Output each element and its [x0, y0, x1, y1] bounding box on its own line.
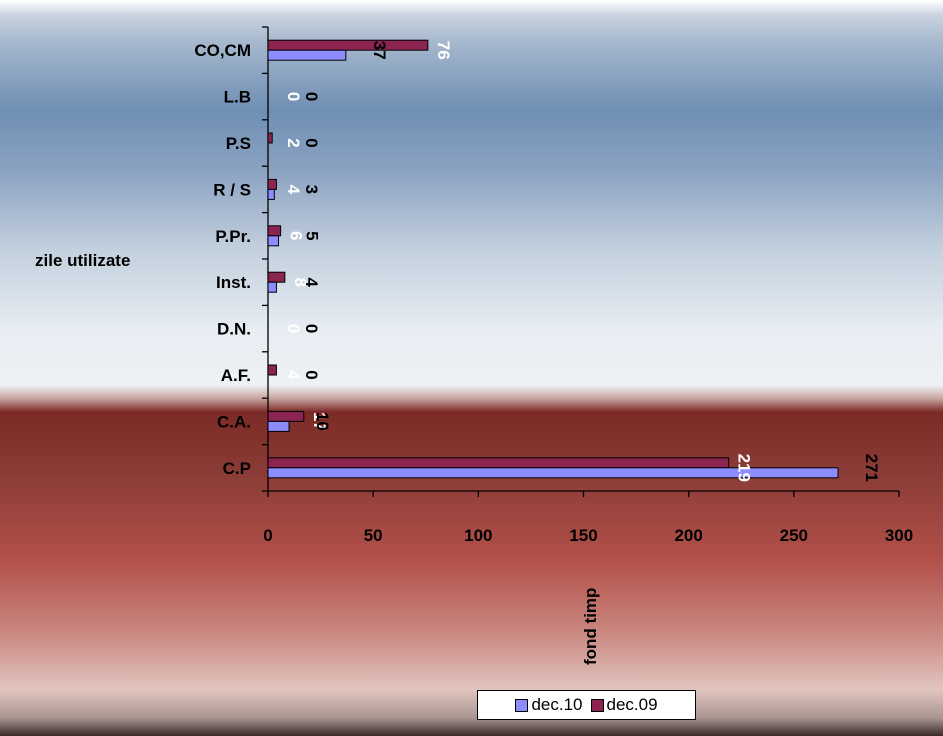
y-tick-label: A.F. — [221, 366, 251, 385]
data-label-dec09: 76 — [434, 41, 453, 60]
y-tick-label: C.P — [223, 459, 251, 478]
y-tick-label: CO,CM — [194, 41, 251, 60]
bar-dec09 — [267, 39, 429, 51]
bar-dec10 — [267, 188, 275, 200]
x-tick-label: 100 — [464, 526, 492, 545]
legend-item-dec10: dec.10 — [515, 695, 583, 715]
x-tick-label: 50 — [364, 526, 383, 545]
x-axis-title: fond timp — [581, 587, 600, 665]
bar-dec10 — [267, 420, 290, 432]
bar-dec09 — [267, 178, 277, 190]
y-tick-label: L.B — [224, 88, 251, 107]
legend: dec.10 dec.09 — [477, 690, 696, 720]
x-tick-label: 250 — [780, 526, 808, 545]
data-label-dec10: 0 — [302, 324, 321, 333]
bar-dec10 — [267, 235, 280, 247]
data-label-dec10: 10 — [313, 412, 332, 431]
bar-dec09 — [267, 364, 277, 376]
legend-label-dec10: dec.10 — [531, 695, 583, 714]
data-label-dec10: 37 — [370, 41, 389, 60]
data-label-dec09: 219 — [735, 454, 754, 482]
bar-dec10 — [267, 467, 839, 479]
data-label-dec09: 17 — [310, 412, 329, 431]
bar-dec09 — [267, 271, 286, 283]
bar-dec09 — [267, 410, 305, 422]
y-axis-title: zile utilizate — [35, 251, 131, 270]
data-label-dec10: 0 — [302, 138, 321, 147]
x-tick-label: 300 — [885, 526, 913, 545]
data-label-dec09: 8 — [291, 277, 310, 286]
x-tick-label: 200 — [674, 526, 702, 545]
data-label-dec09: 2 — [284, 138, 303, 147]
legend-label-dec09: dec.09 — [606, 695, 658, 714]
data-label-dec10: 5 — [303, 231, 322, 240]
y-tick-label: P.Pr. — [215, 227, 251, 246]
data-label-dec09: 4 — [284, 370, 303, 380]
bar-dec10 — [267, 281, 277, 293]
y-tick-label: C.A. — [217, 412, 251, 431]
bar-dec09 — [267, 225, 282, 237]
data-label-dec10: 4 — [302, 277, 321, 287]
y-tick-label: R / S — [213, 180, 251, 199]
y-tick-label: Inst. — [216, 273, 251, 292]
y-tick-label: D.N. — [217, 320, 251, 339]
data-label-dec10: 3 — [302, 185, 321, 194]
data-label-dec10: 0 — [302, 370, 321, 379]
data-label-dec09: 0 — [284, 324, 303, 333]
bar-dec09 — [267, 457, 730, 469]
bar-dec10 — [267, 49, 347, 61]
legend-swatch-dec10 — [515, 698, 529, 712]
data-label-dec09: 0 — [284, 92, 303, 101]
data-label-dec10: 0 — [302, 92, 321, 101]
legend-item-dec09: dec.09 — [590, 695, 658, 715]
data-label-dec09: 4 — [284, 185, 303, 195]
y-tick-label: P.S — [226, 134, 251, 153]
data-label-dec10: 271 — [862, 454, 881, 482]
bar-dec09 — [267, 132, 273, 144]
legend-swatch-dec09 — [590, 698, 604, 712]
x-tick-label: 150 — [569, 526, 597, 545]
data-label-dec09: 6 — [287, 231, 306, 240]
x-tick-label: 0 — [263, 526, 272, 545]
